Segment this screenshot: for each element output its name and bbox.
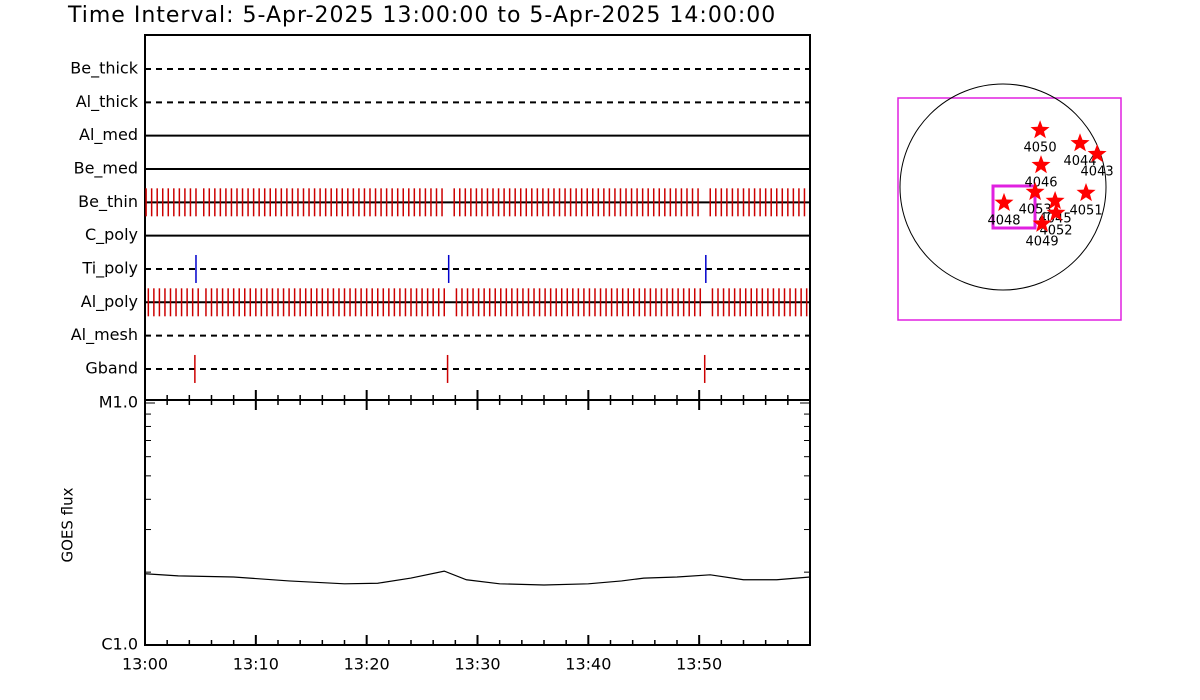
row-label: Be_thin [78, 192, 138, 212]
bottom-frame [144, 399, 811, 646]
region-label: 4048 [987, 213, 1020, 228]
solar-limb [899, 83, 1107, 291]
row-label: Gband [85, 358, 138, 377]
chart-title: Time Interval: 5-Apr-2025 13:00:00 to 5-… [67, 3, 776, 28]
region-star [1076, 183, 1096, 202]
y-tick-label: C1.0 [101, 635, 138, 654]
row-label: Al_thick [76, 92, 139, 112]
row-label: C_poly [85, 225, 138, 245]
row-label: Be_med [74, 158, 138, 178]
x-tick-label: 13:00 [122, 655, 168, 674]
region-label: 4052 [1039, 223, 1072, 238]
region-label: 4043 [1081, 165, 1114, 180]
region-label: 4044 [1063, 154, 1096, 169]
row-label: Al_med [79, 125, 138, 145]
x-tick-label: 13:30 [454, 655, 500, 674]
region-star [1025, 182, 1045, 201]
region-label: 4049 [1026, 234, 1059, 249]
region-star [1046, 202, 1066, 221]
region-star [1045, 191, 1065, 210]
region-label: 4051 [1070, 203, 1103, 218]
y-axis-label: GOES flux [59, 487, 77, 562]
goes-line [144, 570, 811, 586]
region-label: 4050 [1024, 141, 1057, 156]
region-star [1032, 213, 1052, 232]
x-tick-label: 13:20 [344, 655, 390, 674]
row-label: Ti_poly [81, 258, 138, 278]
row-label: Al_poly [81, 292, 138, 312]
region-star [1031, 155, 1051, 174]
region-star [994, 192, 1014, 211]
region-star [1087, 144, 1107, 163]
row-label: Be_thick [70, 59, 138, 79]
map-frame [897, 97, 1122, 321]
top-frame [144, 34, 811, 401]
x-tick-label: 13:40 [565, 655, 611, 674]
x-tick-label: 13:10 [233, 655, 279, 674]
region-star [1030, 120, 1050, 139]
row-label: Al_mesh [71, 325, 138, 345]
fov-box [991, 184, 1037, 230]
x-tick-label: 13:50 [676, 655, 722, 674]
region-label: 4046 [1024, 176, 1057, 191]
region-star [1070, 133, 1090, 152]
region-label: 4053 [1019, 203, 1052, 218]
y-tick-label: M1.0 [99, 393, 138, 412]
